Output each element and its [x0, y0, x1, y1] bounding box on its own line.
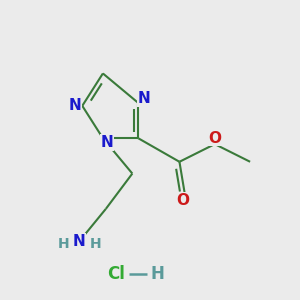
Text: N: N	[73, 234, 86, 249]
Text: N: N	[101, 135, 114, 150]
Text: Cl: Cl	[107, 265, 125, 283]
Text: O: O	[208, 131, 221, 146]
Text: O: O	[176, 193, 189, 208]
Text: H: H	[150, 265, 164, 283]
Text: N: N	[138, 91, 151, 106]
Text: H: H	[90, 237, 101, 251]
Text: H: H	[57, 237, 69, 251]
Text: N: N	[68, 98, 81, 113]
